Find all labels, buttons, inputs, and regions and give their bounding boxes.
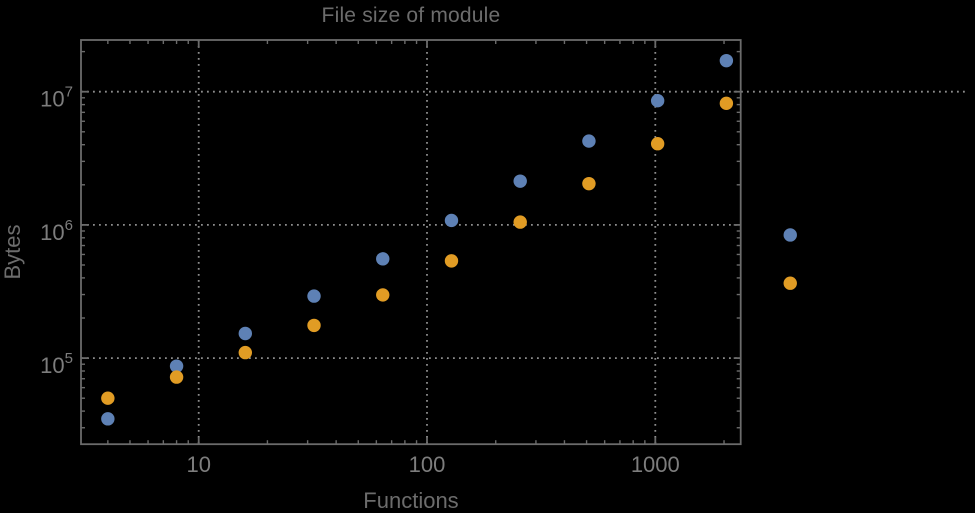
data-point-series-2-orange: [101, 391, 115, 405]
y-tick-label: 105: [40, 350, 73, 378]
x-tick-label: 10: [186, 452, 210, 477]
chart-title: File size of module: [321, 4, 501, 27]
data-point-series-1-blue: [719, 53, 734, 68]
data-point-series-2-orange: [719, 96, 734, 111]
y-tick-label: 107: [40, 84, 73, 112]
data-point-series-1-blue: [307, 289, 321, 303]
data-point-series-2-orange: [444, 254, 459, 268]
y-axis-label: Bytes: [0, 224, 25, 280]
plot-frame: [80, 39, 742, 446]
data-point-series-1-blue: [513, 174, 527, 188]
data-point-series-1-blue: [169, 359, 184, 373]
data-point-series-2-orange: [376, 288, 390, 302]
data-point-series-1-blue: [582, 134, 596, 148]
y-tick-label: 106: [40, 217, 73, 245]
data-point-series-2-orange: [169, 370, 184, 384]
data-point-series-1-blue: [101, 412, 115, 426]
data-point-series-1-blue: [376, 252, 390, 266]
data-point-series-2-orange: [513, 215, 527, 229]
data-point-series-2-orange: [650, 137, 665, 151]
x-tick-label: 100: [409, 452, 446, 477]
x-tick-label: 1000: [631, 452, 680, 477]
data-point-series-2-orange: [307, 318, 321, 333]
data-point-series-1-blue: [238, 326, 253, 341]
data-point-series-2-orange: [783, 276, 797, 290]
data-point-series-2-orange: [238, 345, 253, 360]
x-axis-label: Functions: [363, 488, 459, 513]
data-point-series-1-blue: [444, 213, 459, 228]
data-point-series-1-blue: [783, 228, 797, 242]
data-point-series-1-blue: [650, 93, 665, 108]
data-point-series-2-orange: [582, 176, 596, 191]
